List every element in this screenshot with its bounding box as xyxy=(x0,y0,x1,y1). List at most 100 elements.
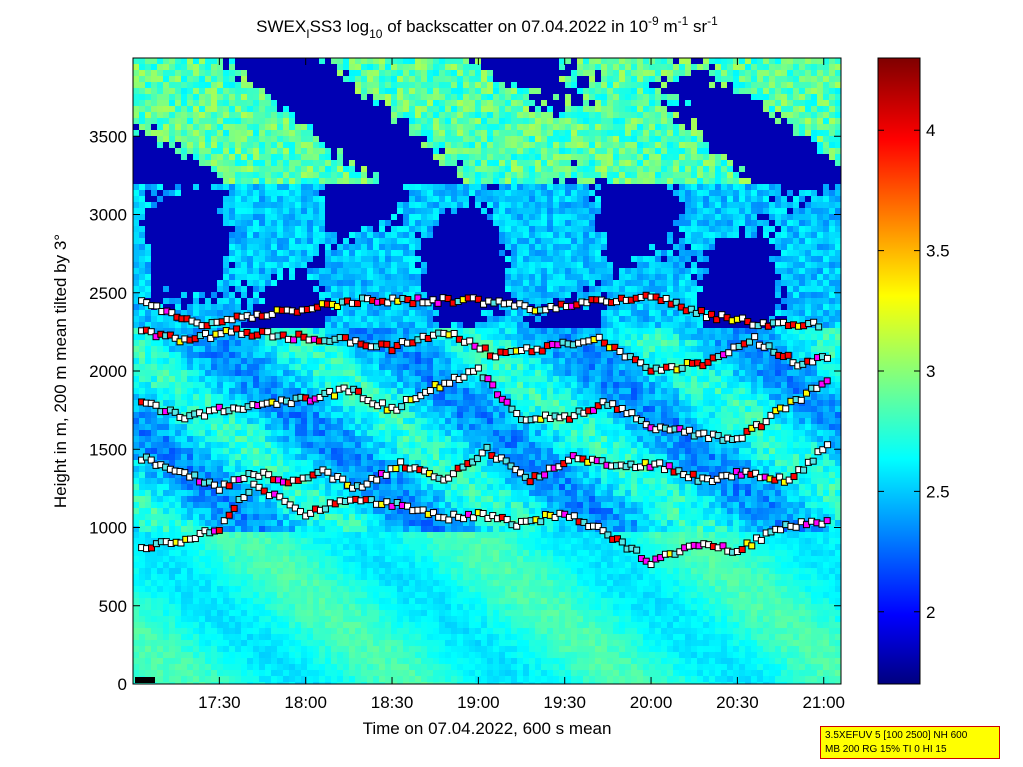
heatmap-cell xyxy=(397,628,404,635)
heatmap-cell xyxy=(217,262,224,269)
heatmap-cell xyxy=(391,94,398,101)
heatmap-cell xyxy=(265,142,272,149)
heatmap-cell xyxy=(229,532,236,539)
heatmap-cell xyxy=(175,346,182,353)
heatmap-cell xyxy=(337,316,344,323)
heatmap-cell xyxy=(343,352,350,359)
heatmap-cell xyxy=(313,664,320,671)
heatmap-cell xyxy=(199,112,206,119)
heatmap-cell xyxy=(271,370,278,377)
heatmap-cell xyxy=(199,640,206,647)
heatmap-cell xyxy=(391,136,398,143)
heatmap-cell xyxy=(319,64,326,71)
heatmap-cell xyxy=(325,652,332,659)
heatmap-cell xyxy=(397,256,404,263)
heatmap-cell xyxy=(307,202,314,209)
heatmap-cell xyxy=(133,154,140,161)
heatmap-cell xyxy=(199,388,206,395)
heatmap-cell xyxy=(175,472,182,479)
heatmap-cell xyxy=(271,256,278,263)
heatmap-cell xyxy=(247,598,254,605)
heatmap-cell xyxy=(133,304,140,311)
heatmap-cell xyxy=(325,622,332,629)
heatmap-cell xyxy=(253,208,260,215)
heatmap-cell xyxy=(391,436,398,443)
heatmap-cell xyxy=(157,430,164,437)
heatmap-cell xyxy=(217,640,224,647)
heatmap-cell xyxy=(145,130,152,137)
heatmap-cell xyxy=(391,532,398,539)
heatmap-cell xyxy=(133,76,140,83)
heatmap-cell xyxy=(139,94,146,101)
heatmap-cell xyxy=(265,226,272,233)
heatmap-cell xyxy=(337,604,344,611)
heatmap-cell xyxy=(151,604,158,611)
heatmap-cell xyxy=(277,172,284,179)
heatmap-cell xyxy=(199,484,206,491)
heatmap-cell xyxy=(277,646,284,653)
heatmap-cell xyxy=(265,544,272,551)
heatmap-cell xyxy=(283,574,290,581)
heatmap-cell xyxy=(307,232,314,239)
heatmap-cell xyxy=(361,574,368,581)
heatmap-cell xyxy=(367,676,374,683)
heatmap-cell xyxy=(409,616,416,623)
heatmap-cell xyxy=(283,112,290,119)
heatmap-cell xyxy=(235,106,242,113)
heatmap-cell xyxy=(283,64,290,71)
heatmap-cell xyxy=(145,238,152,245)
heatmap-cell xyxy=(199,400,206,407)
heatmap-cell xyxy=(325,448,332,455)
heatmap-cell xyxy=(169,418,176,425)
heatmap-cell xyxy=(373,64,380,71)
heatmap-cell xyxy=(217,130,224,137)
heatmap-cell xyxy=(211,184,218,191)
heatmap-cell xyxy=(241,364,248,371)
heatmap-cell xyxy=(211,466,218,473)
heatmap-cell xyxy=(235,430,242,437)
heatmap-cell xyxy=(385,100,392,107)
heatmap-cell xyxy=(259,160,266,167)
heatmap-cell xyxy=(283,268,290,275)
heatmap-cell xyxy=(169,328,176,335)
heatmap-cell xyxy=(337,148,344,155)
heatmap-cell xyxy=(301,604,308,611)
heatmap-cell xyxy=(259,646,266,653)
heatmap-cell xyxy=(163,442,170,449)
heatmap-cell xyxy=(151,652,158,659)
heatmap-cell xyxy=(223,136,230,143)
heatmap-cell xyxy=(397,94,404,101)
heatmap-cell xyxy=(211,598,218,605)
heatmap-cell xyxy=(145,490,152,497)
heatmap-cell xyxy=(271,556,278,563)
heatmap-cell xyxy=(211,220,218,227)
heatmap-cell xyxy=(259,226,266,233)
heatmap-cell xyxy=(331,520,338,527)
heatmap-cell xyxy=(283,460,290,467)
heatmap-cell xyxy=(145,664,152,671)
heatmap-cell xyxy=(391,442,398,449)
heatmap-cell xyxy=(145,484,152,491)
heatmap-cell xyxy=(139,496,146,503)
heatmap-cell xyxy=(307,58,314,65)
heatmap-cell xyxy=(373,484,380,491)
heatmap-cell xyxy=(373,262,380,269)
heatmap-cell xyxy=(235,268,242,275)
heatmap-cell xyxy=(229,82,236,89)
heatmap-cell xyxy=(403,130,410,137)
heatmap-cell xyxy=(409,304,416,311)
heatmap-cell xyxy=(391,418,398,425)
heatmap-cell xyxy=(277,346,284,353)
heatmap-cell xyxy=(163,658,170,665)
heatmap-cell xyxy=(157,280,164,287)
heatmap-cell xyxy=(151,238,158,245)
heatmap-cell xyxy=(385,478,392,485)
heatmap-cell xyxy=(253,226,260,233)
heatmap-cell xyxy=(355,610,362,617)
heatmap-cell xyxy=(175,106,182,113)
heatmap-cell xyxy=(199,130,206,137)
heatmap-cell xyxy=(307,238,314,245)
heatmap-cell xyxy=(403,508,410,515)
heatmap-cell xyxy=(373,526,380,533)
heatmap-cell xyxy=(151,376,158,383)
